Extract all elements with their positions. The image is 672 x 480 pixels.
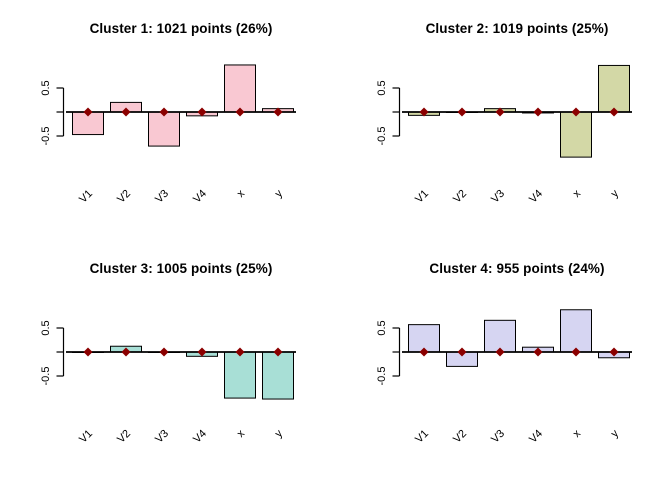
marker-diamond-V3 — [495, 107, 505, 117]
marker-diamond-y — [609, 347, 619, 357]
marker-diamond-V2 — [457, 347, 467, 357]
chart-title-cluster-4: Cluster 4: 955 points (24%) — [429, 261, 605, 276]
x-category-label-V2: V2 — [451, 188, 469, 206]
marker-diamond-V2 — [121, 107, 131, 117]
chart-title-cluster-3: Cluster 3: 1005 points (25%) — [89, 261, 273, 276]
x-category-label-V1: V1 — [413, 188, 431, 206]
x-category-label-V1: V1 — [77, 428, 95, 446]
x-category-label-V2: V2 — [115, 188, 133, 206]
y-tick-label: 0.5 — [376, 80, 388, 95]
panel-cluster-2: Cluster 2: 1019 points (25%) 0.5 -0.5 V1 V2… — [336, 0, 672, 240]
marker-diamond-V1 — [83, 107, 93, 117]
marker-diamond-x — [235, 347, 245, 357]
y-tick-label: -0.5 — [376, 127, 388, 146]
x-category-label-V3: V3 — [153, 428, 171, 446]
panel-cluster-1: Cluster 1: 1021 points (26%) 0.5 -0.5 V1 V2… — [0, 0, 336, 240]
marker-diamond-V1 — [419, 107, 429, 117]
x-category-label-V2: V2 — [115, 428, 133, 446]
marker-diamond-y — [273, 107, 283, 117]
y-tick-label: -0.5 — [40, 367, 52, 386]
marker-diamond-y — [273, 347, 283, 357]
marker-diamond-V1 — [419, 347, 429, 357]
bar-x — [560, 309, 592, 353]
x-category-label-x: x — [571, 427, 584, 440]
marker-diamond-V1 — [83, 347, 93, 357]
marker-diamond-V3 — [159, 347, 169, 357]
marker-diamond-V4 — [197, 347, 207, 357]
chart-title-cluster-2: Cluster 2: 1019 points (25%) — [425, 21, 609, 36]
barplot-cluster-2: 0.5 -0.5 V1 V2 V3 V4 x y — [376, 64, 632, 206]
panel-cluster-4: Cluster 4: 955 points (24%) 0.5 -0.5 V1 V2 V… — [336, 240, 672, 480]
x-category-label-x: x — [571, 187, 584, 200]
barplot-cluster-1: 0.5 -0.5 V1 V2 V3 V4 x y — [40, 64, 296, 206]
y-tick-label: 0.5 — [40, 80, 52, 95]
bar-y — [598, 64, 630, 113]
y-tick-label: 0.5 — [376, 320, 388, 335]
bar-V3 — [484, 319, 516, 353]
marker-diamond-V2 — [457, 107, 467, 117]
x-category-label-V4: V4 — [527, 428, 545, 446]
bar-x — [224, 351, 256, 399]
bar-x — [224, 64, 256, 113]
bar-x — [560, 111, 592, 158]
marker-diamond-V4 — [533, 347, 543, 357]
marker-diamond-x — [571, 107, 581, 117]
y-tick-label: -0.5 — [40, 127, 52, 146]
marker-diamond-x — [571, 347, 581, 357]
x-category-label-y: y — [273, 187, 286, 200]
bar-y — [262, 351, 294, 400]
bar-V3 — [148, 111, 180, 147]
x-category-label-V3: V3 — [489, 428, 507, 446]
x-category-label-V1: V1 — [413, 428, 431, 446]
marker-diamond-V4 — [533, 107, 543, 117]
x-category-label-V3: V3 — [489, 188, 507, 206]
x-category-label-x: x — [235, 187, 248, 200]
x-category-label-V2: V2 — [451, 428, 469, 446]
x-category-label-V4: V4 — [191, 188, 209, 206]
marker-diamond-V3 — [495, 347, 505, 357]
x-category-label-V4: V4 — [527, 188, 545, 206]
barplot-cluster-3: 0.5 -0.5 V1 V2 V3 V4 x y — [40, 320, 296, 446]
marker-diamond-V4 — [197, 107, 207, 117]
x-category-label-x: x — [235, 427, 248, 440]
panel-cluster-3: Cluster 3: 1005 points (25%) 0.5 -0.5 V1 V2… — [0, 240, 336, 480]
marker-diamond-V3 — [159, 107, 169, 117]
x-category-label-y: y — [273, 427, 286, 440]
chart-title-cluster-1: Cluster 1: 1021 points (26%) — [89, 21, 273, 36]
y-tick-label: -0.5 — [376, 367, 388, 386]
barplot-cluster-4: 0.5 -0.5 V1 V2 V3 V4 x y — [376, 309, 632, 446]
x-category-label-V3: V3 — [153, 188, 171, 206]
marker-diamond-y — [609, 107, 619, 117]
marker-diamond-V2 — [121, 347, 131, 357]
x-category-label-V1: V1 — [77, 188, 95, 206]
marker-diamond-x — [235, 107, 245, 117]
x-category-label-y: y — [609, 427, 622, 440]
x-category-label-y: y — [609, 187, 622, 200]
x-category-label-V4: V4 — [191, 428, 209, 446]
y-tick-label: 0.5 — [40, 320, 52, 335]
